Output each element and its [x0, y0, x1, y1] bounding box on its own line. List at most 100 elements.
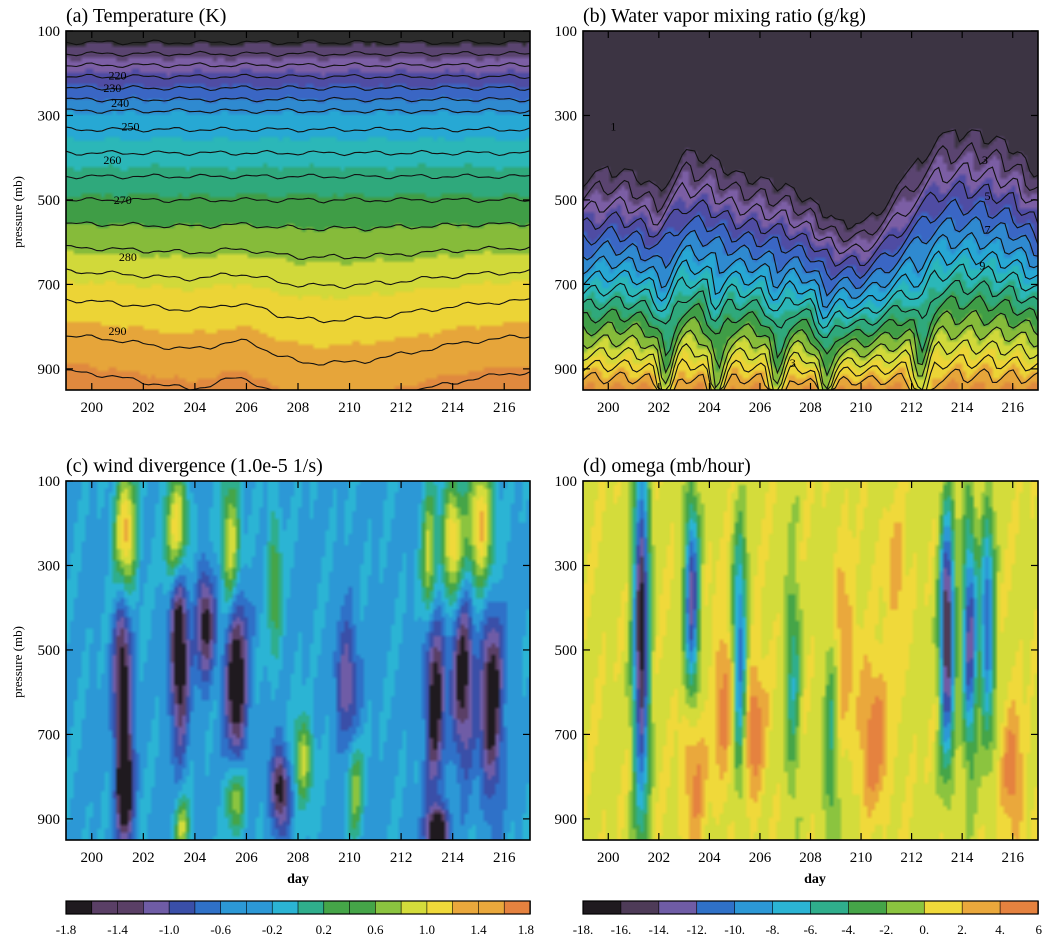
x-tick-label: 210 — [850, 400, 873, 416]
colorbar-tick-label: -2. — [879, 922, 893, 937]
panel-title: (c) wind divergence (1.0e-5 1/s) — [66, 455, 323, 477]
colorbar-tick-label: -16. — [611, 922, 632, 937]
colorbar-swatch — [961, 900, 1001, 915]
contour-label: 3 — [790, 356, 796, 370]
colorbar-swatch — [478, 900, 506, 915]
colorbar-tick-label: -0.2 — [262, 922, 283, 937]
x-tick-label: 204 — [698, 400, 721, 416]
contour-line — [66, 149, 530, 157]
y-tick-label: 900 — [555, 812, 578, 828]
x-tick-label: 200 — [81, 400, 104, 416]
colorbar-tick-label: -1.4 — [107, 922, 128, 937]
y-tick-label: 900 — [38, 812, 61, 828]
y-tick-label: 900 — [38, 362, 61, 378]
contour-label: 7 — [984, 223, 990, 237]
y-axis-label: pressure (mb) — [10, 626, 25, 698]
x-tick-label: 210 — [850, 850, 873, 866]
contour-line — [66, 39, 530, 46]
colorbar-tick-label: 1.4 — [470, 922, 487, 937]
contour-line — [66, 173, 530, 180]
contour-line — [583, 129, 1038, 230]
colorbar-tick-label: 0.2 — [316, 922, 332, 937]
x-tick-label: 204 — [184, 400, 207, 416]
y-tick-label: 100 — [38, 24, 61, 40]
colorbar-swatch — [696, 900, 736, 915]
x-tick-label: 202 — [648, 400, 671, 416]
colorbar-swatch — [810, 900, 850, 915]
contour-line — [66, 107, 530, 114]
colorbar-swatch — [297, 900, 325, 915]
plot-area: 200 202 204 206 208 210 212 214 216 100 300 500 700 9… — [555, 474, 1039, 866]
contour-line — [583, 295, 1038, 359]
x-tick-label: 210 — [338, 850, 361, 866]
panel-water-vapor: (b) Water vapor mixing ratio (g/kg) 1 3 5 7… — [555, 5, 1039, 416]
contour-line — [66, 73, 530, 80]
panel-title: (b) Water vapor mixing ratio (g/kg) — [583, 5, 866, 27]
colorbar-tick-label: 1.8 — [518, 922, 534, 937]
x-tick-label: 216 — [493, 400, 516, 416]
colorbar-swatch — [194, 900, 222, 915]
colorbar-tick-label: -8. — [766, 922, 780, 937]
panel-omega: (d) omega (mb/hour) day 200 202 204 206 208 2… — [555, 455, 1039, 887]
contour-line — [66, 298, 530, 324]
x-axis-label: day — [287, 872, 309, 887]
x-tick-label: 214 — [951, 850, 974, 866]
colorbar-swatch — [271, 900, 299, 915]
contour-line — [583, 141, 1038, 243]
x-tick-label: 208 — [287, 400, 310, 416]
colorbar-tick-label: 0. — [919, 922, 929, 937]
contour-label: 5 — [984, 189, 990, 203]
y-tick-label: 300 — [38, 108, 61, 124]
contour-line — [66, 62, 530, 69]
colorbar-swatch — [734, 900, 774, 915]
x-tick-label: 208 — [799, 400, 822, 416]
colorbar-tick-label: 4. — [995, 922, 1005, 937]
y-axis-label: pressure (mb) — [10, 176, 25, 248]
colorbar-swatch — [772, 900, 812, 915]
contour-label: 240 — [111, 96, 129, 110]
contour-line — [66, 268, 530, 290]
colorbar-swatch — [91, 900, 119, 915]
y-tick-label: 100 — [555, 24, 578, 40]
contour-label: 9 — [979, 259, 985, 273]
contour-line — [66, 221, 530, 232]
contour-label: 290 — [109, 324, 127, 338]
contour-line — [583, 198, 1038, 281]
panel-temperature: (a) Temperature (K) pressure (mb) 220230… — [10, 5, 531, 416]
contour-label: 280 — [119, 250, 137, 264]
contour-line — [583, 309, 1038, 377]
contour-line — [66, 96, 530, 103]
colorbar-swatch — [426, 900, 454, 915]
heatmap-field — [66, 481, 530, 840]
colorbar-swatch — [323, 900, 351, 915]
colorbar-tick-label: -1.8 — [56, 922, 77, 937]
contour-line — [583, 279, 1038, 338]
x-tick-label: 202 — [648, 850, 671, 866]
colorbar-swatch — [349, 900, 377, 915]
colorbar-frame — [582, 900, 1039, 915]
colorbar-divergence: -1.8 -1.4 -1.0 -0.6 -0.2 0.2 0.6 1.0 1.4 1.8 — [56, 900, 534, 937]
contour-line — [583, 324, 1038, 390]
colorbar-tick-label: -12. — [686, 922, 707, 937]
x-tick-label: 216 — [493, 850, 516, 866]
colorbar-tick-label: -18. — [573, 922, 594, 937]
x-tick-label: 212 — [900, 850, 923, 866]
plot-area: 1 3 5 7 9 3 200 202 204 206 208 210 212 214 216 100 300 5… — [555, 24, 1039, 416]
colorbar-tick-label: -6. — [803, 922, 817, 937]
x-tick-label: 202 — [132, 400, 155, 416]
y-tick-label: 500 — [38, 643, 61, 659]
y-tick-label: 100 — [555, 474, 578, 490]
contour-line — [583, 247, 1038, 320]
colorbar-swatch — [143, 900, 170, 915]
contour-line — [583, 368, 1038, 390]
colorbar-swatch — [999, 900, 1039, 915]
colorbar-swatch — [246, 900, 274, 915]
x-tick-label: 202 — [132, 850, 155, 866]
y-tick-label: 500 — [38, 193, 61, 209]
contour-line — [66, 50, 530, 57]
colorbar-tick-label: -10. — [724, 922, 745, 937]
colorbar-swatch — [848, 900, 888, 915]
x-tick-label: 200 — [597, 850, 620, 866]
y-tick-label: 700 — [555, 727, 578, 743]
x-tick-label: 210 — [338, 400, 361, 416]
